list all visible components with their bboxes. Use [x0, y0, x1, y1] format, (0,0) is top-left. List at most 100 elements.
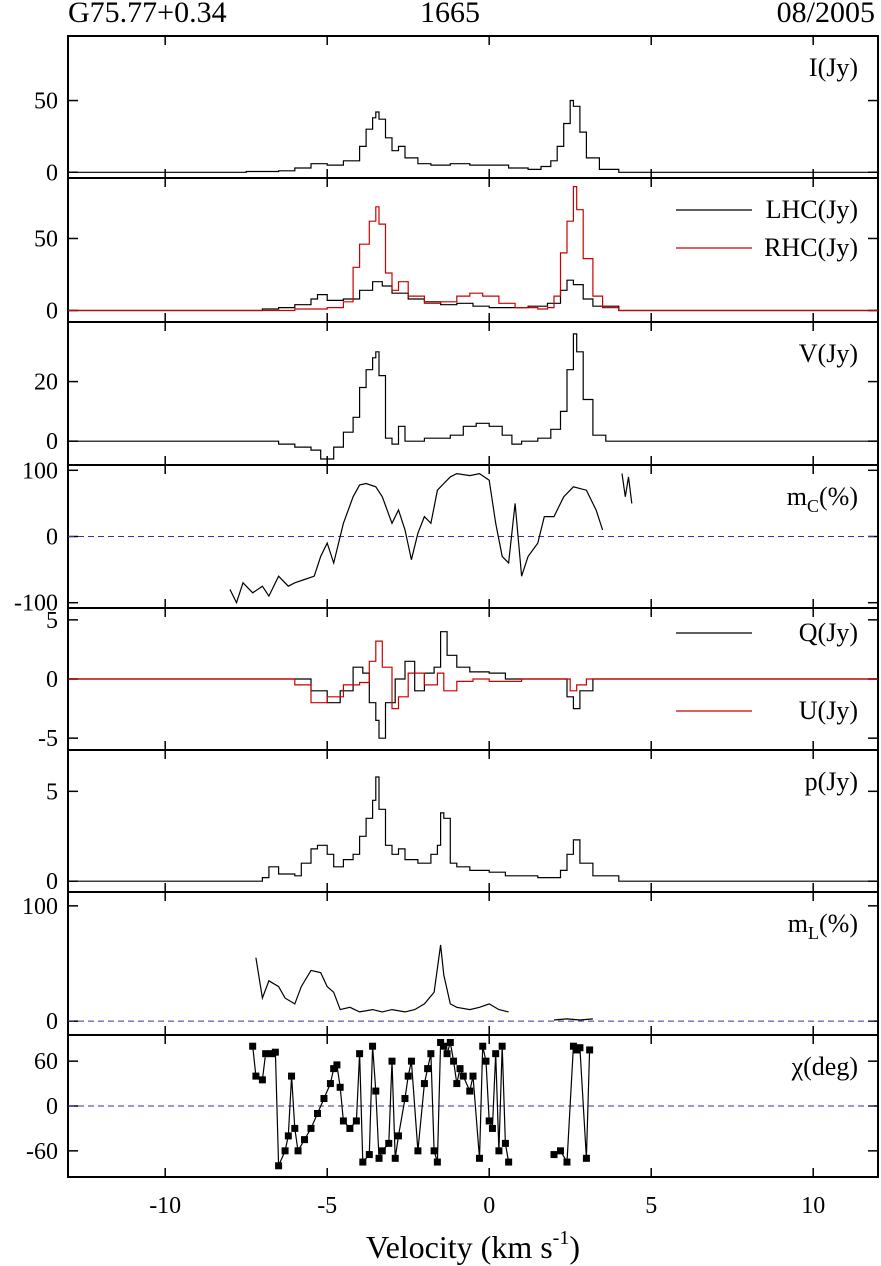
data-point-chi [375, 1154, 383, 1162]
y-tick-label-p: 5 [46, 779, 58, 805]
data-point-chi [488, 1124, 496, 1132]
panel-label-I: I(Jy) [809, 53, 858, 82]
observation-date: 08/2005 [776, 0, 875, 29]
data-point-chi [407, 1057, 415, 1065]
x-tick-label: 5 [645, 1193, 657, 1219]
y-tick-label-mC: -100 [14, 591, 58, 617]
data-point-chi [456, 1065, 464, 1073]
series-line-I-0 [68, 99, 878, 173]
series-line-chi-0 [252, 1040, 510, 1167]
legend-label-QU-0: Q(Jy) [799, 618, 858, 647]
data-point-chi [475, 1154, 483, 1162]
x-tick-label: 10 [801, 1193, 825, 1219]
data-point-chi [284, 1132, 292, 1140]
data-point-chi [576, 1044, 584, 1052]
data-point-chi [249, 1042, 257, 1050]
data-point-chi [336, 1083, 344, 1091]
y-tick-label-p: 0 [46, 869, 58, 895]
legend-label-LR-0: LHC(Jy) [766, 195, 858, 224]
data-point-chi [420, 1080, 428, 1088]
data-point-chi [313, 1109, 321, 1117]
data-point-chi [372, 1087, 380, 1095]
y-tick-label-QU: -5 [38, 726, 58, 752]
data-point-chi [569, 1042, 577, 1050]
data-point-chi [492, 1050, 500, 1058]
y-tick-label-chi: 0 [46, 1094, 58, 1120]
series-line-p-0 [68, 776, 878, 882]
data-point-chi [385, 1139, 393, 1147]
data-point-chi [301, 1136, 309, 1144]
data-point-chi [258, 1076, 266, 1084]
data-point-chi [556, 1147, 564, 1155]
legend-label-LR-1: RHC(Jy) [764, 233, 858, 262]
y-tick-label-V: 20 [34, 370, 58, 396]
series-line-chi-1 [553, 1044, 591, 1165]
data-point-chi [352, 1117, 360, 1125]
y-tick-label-V: 0 [46, 429, 58, 455]
source-name: G75.77+0.34 [68, 0, 227, 29]
frequency-label: 1665 [420, 0, 480, 29]
x-tick-label: -10 [149, 1193, 181, 1219]
data-point-chi [501, 1139, 509, 1147]
data-point-chi [469, 1072, 477, 1080]
data-point-chi [326, 1080, 334, 1088]
series-line-LR-0 [68, 279, 878, 312]
data-point-chi [252, 1072, 260, 1080]
data-point-chi [281, 1147, 289, 1155]
series-line-LR-1 [68, 186, 878, 312]
y-tick-label-QU: 0 [46, 667, 58, 693]
data-point-chi [433, 1158, 441, 1166]
data-point-chi [498, 1042, 506, 1050]
panel-frame-LR [67, 177, 879, 323]
data-point-chi [437, 1038, 445, 1046]
data-point-chi [291, 1124, 299, 1132]
panel-label-mL: mL(%) [788, 909, 858, 943]
data-point-chi [404, 1072, 412, 1080]
data-point-chi [582, 1154, 590, 1162]
data-point-chi [359, 1158, 367, 1166]
panel-frame-mL [67, 891, 879, 1036]
data-point-chi [459, 1072, 467, 1080]
data-point-chi [550, 1151, 558, 1159]
series-line-QU-0 [68, 631, 878, 739]
x-tick-label: -5 [317, 1193, 337, 1219]
data-point-chi [378, 1147, 386, 1155]
data-point-chi [453, 1080, 461, 1088]
panel-label-p: p(Jy) [805, 767, 858, 796]
panel-label-mC: mC(%) [787, 482, 858, 516]
data-point-chi [446, 1038, 454, 1046]
data-point-chi [288, 1072, 296, 1080]
data-point-chi [466, 1087, 474, 1095]
data-point-chi [563, 1158, 571, 1166]
data-point-chi [339, 1117, 347, 1125]
data-point-chi [333, 1061, 341, 1069]
data-point-chi [388, 1057, 396, 1065]
data-point-chi [271, 1048, 279, 1056]
legend-label-QU-1: U(Jy) [799, 696, 858, 725]
y-tick-label-QU: 5 [46, 608, 58, 634]
y-tick-label-mL: 0 [46, 1009, 58, 1035]
data-point-chi [495, 1147, 503, 1155]
data-point-chi [346, 1124, 354, 1132]
data-point-chi [450, 1057, 458, 1065]
data-point-chi [369, 1042, 377, 1050]
y-tick-label-mC: 0 [46, 525, 58, 551]
series-line-mC-0 [229, 472, 604, 605]
x-tick-label: 0 [483, 1193, 495, 1219]
data-point-chi [427, 1050, 435, 1058]
y-tick-label-chi: 60 [34, 1049, 58, 1075]
data-point-chi [482, 1057, 490, 1065]
data-point-chi [262, 1050, 270, 1058]
series-line-mL-0 [255, 944, 509, 1013]
series-line-mC-1 [621, 473, 633, 504]
y-tick-label-mL: 100 [22, 894, 58, 920]
x-axis-title: Velocity (km s-1) [366, 1227, 580, 1265]
panel-frame-V [67, 321, 879, 466]
y-tick-label-I: 50 [34, 89, 58, 115]
series-line-QU-1 [68, 640, 878, 710]
data-point-chi [440, 1042, 448, 1050]
data-point-chi [485, 1117, 493, 1125]
y-tick-label-chi: -60 [26, 1139, 58, 1165]
data-point-chi [294, 1147, 302, 1155]
